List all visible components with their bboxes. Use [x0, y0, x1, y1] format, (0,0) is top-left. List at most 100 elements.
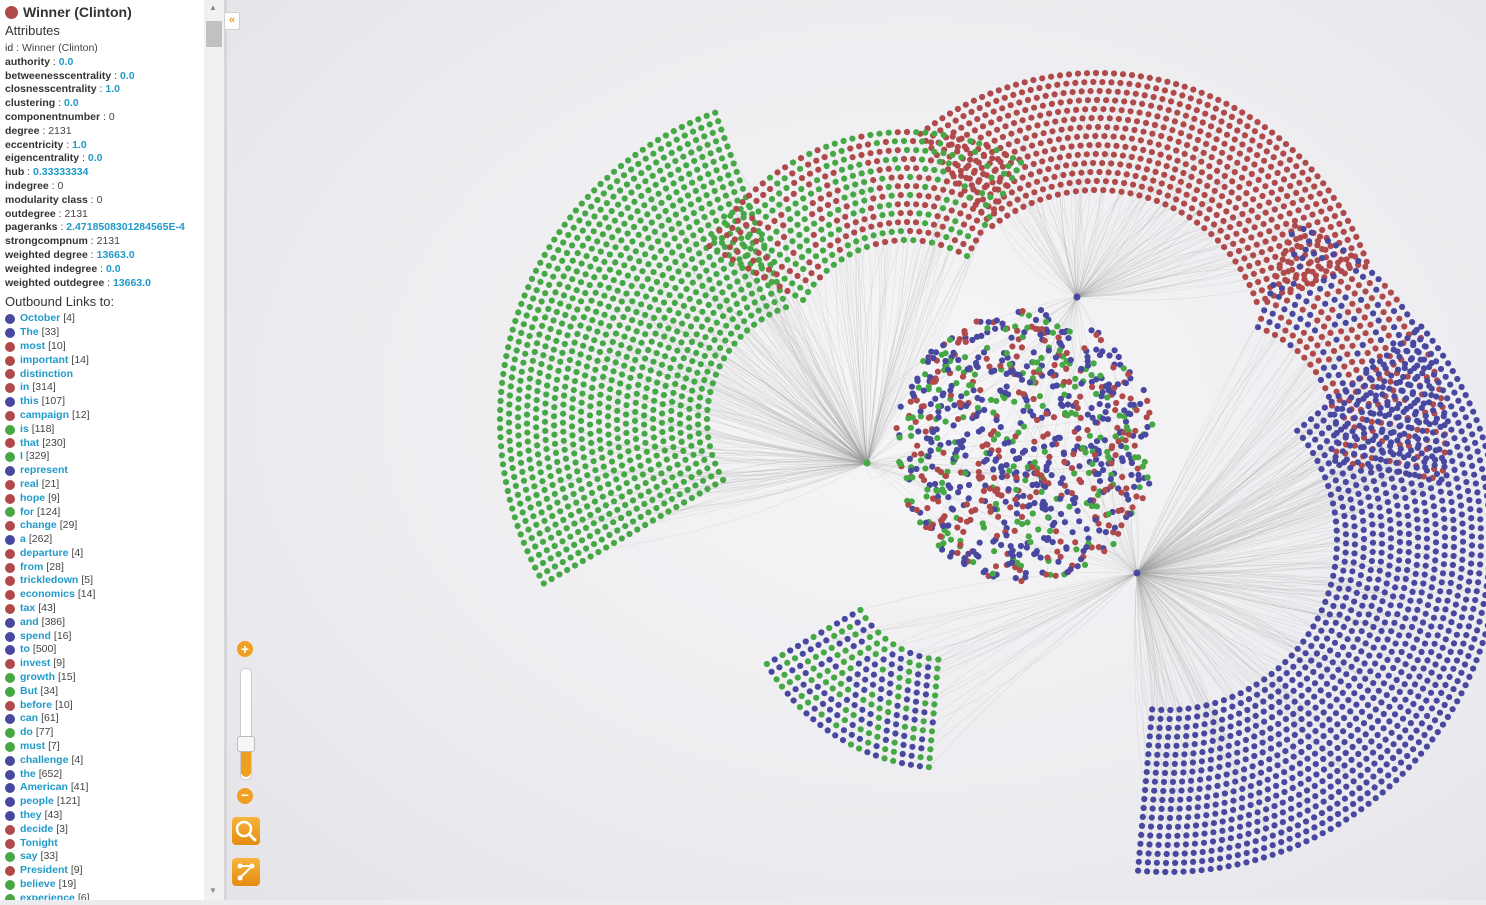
outbound-link-word[interactable]: say: [20, 850, 38, 864]
graph-node[interactable]: [1230, 807, 1236, 813]
graph-node[interactable]: [1354, 334, 1360, 340]
graph-node[interactable]: [1219, 736, 1225, 742]
graph-node[interactable]: [1305, 176, 1311, 182]
graph-node[interactable]: [1459, 614, 1465, 620]
graph-node[interactable]: [1019, 89, 1025, 95]
graph-node[interactable]: [524, 412, 530, 418]
graph-node[interactable]: [628, 166, 634, 172]
graph-node[interactable]: [1321, 365, 1327, 371]
graph-node[interactable]: [551, 413, 557, 419]
graph-node[interactable]: [653, 159, 659, 165]
graph-node[interactable]: [1319, 820, 1325, 826]
graph-node[interactable]: [763, 303, 769, 309]
graph-node[interactable]: [515, 309, 521, 315]
graph-node[interactable]: [712, 188, 718, 194]
graph-node[interactable]: [562, 222, 568, 228]
graph-node[interactable]: [1327, 647, 1333, 653]
graph-node[interactable]: [1173, 743, 1179, 749]
graph-node[interactable]: [556, 571, 562, 577]
graph-node[interactable]: [1389, 359, 1395, 365]
graph-node[interactable]: [783, 196, 789, 202]
graph-node[interactable]: [1423, 554, 1429, 560]
graph-node[interactable]: [1375, 302, 1381, 308]
graph-node[interactable]: [1179, 92, 1185, 98]
graph-node[interactable]: [867, 150, 873, 156]
graph-node[interactable]: [1444, 657, 1450, 663]
graph-node[interactable]: [1447, 490, 1453, 496]
graph-node[interactable]: [717, 176, 723, 182]
outbound-link-item[interactable]: departure[4]: [0, 547, 204, 561]
graph-node[interactable]: [1038, 140, 1044, 146]
graph-node[interactable]: [868, 701, 874, 707]
graph-node[interactable]: [1314, 715, 1320, 721]
graph-node[interactable]: [536, 501, 542, 507]
graph-node[interactable]: [1415, 544, 1421, 550]
graph-node[interactable]: [1292, 302, 1298, 308]
graph-node[interactable]: [1432, 462, 1438, 468]
graph-node[interactable]: [1238, 700, 1244, 706]
graph-node[interactable]: [858, 726, 864, 732]
graph-node[interactable]: [869, 692, 875, 698]
graph-node[interactable]: [551, 404, 557, 410]
graph-node[interactable]: [553, 386, 559, 392]
graph-node[interactable]: [1287, 836, 1293, 842]
graph-node[interactable]: [1229, 178, 1235, 184]
graph-node[interactable]: [1103, 178, 1109, 184]
graph-node[interactable]: [1339, 344, 1345, 350]
graph-node[interactable]: [681, 499, 687, 505]
graph-node[interactable]: [1199, 758, 1205, 764]
graph-node[interactable]: [635, 184, 641, 190]
graph-node[interactable]: [1328, 446, 1334, 452]
graph-node[interactable]: [649, 339, 655, 345]
graph-node[interactable]: [892, 730, 898, 736]
graph-node[interactable]: [1350, 744, 1356, 750]
graph-node[interactable]: [1424, 536, 1430, 542]
graph-node[interactable]: [1219, 717, 1225, 723]
graph-node[interactable]: [648, 367, 654, 373]
graph-node[interactable]: [1341, 400, 1347, 406]
graph-node[interactable]: [1367, 390, 1373, 396]
graph-node[interactable]: [1358, 444, 1364, 450]
graph-node[interactable]: [1111, 70, 1117, 76]
graph-node[interactable]: [1374, 615, 1380, 621]
graph-node[interactable]: [526, 385, 532, 391]
graph-node[interactable]: [886, 184, 892, 190]
graph-node[interactable]: [981, 152, 987, 158]
graph-node[interactable]: [935, 657, 941, 663]
graph-node[interactable]: [731, 189, 737, 195]
graph-node[interactable]: [1183, 832, 1189, 838]
graph-node[interactable]: [1230, 214, 1236, 220]
outbound-link-item[interactable]: to[500]: [0, 643, 204, 657]
graph-node[interactable]: [1330, 573, 1336, 579]
graph-node[interactable]: [1385, 301, 1391, 307]
graph-node[interactable]: [497, 434, 503, 440]
graph-node[interactable]: [1266, 139, 1272, 145]
graph-node[interactable]: [1149, 131, 1155, 137]
graph-node[interactable]: [578, 418, 584, 424]
graph-node[interactable]: [719, 289, 725, 295]
graph-node[interactable]: [1280, 257, 1286, 263]
graph-node[interactable]: [559, 538, 565, 544]
graph-node[interactable]: [1424, 378, 1430, 384]
graph-node[interactable]: [1058, 182, 1064, 188]
graph-node[interactable]: [1301, 355, 1307, 361]
graph-node[interactable]: [1261, 221, 1267, 227]
graph-node[interactable]: [1020, 204, 1026, 210]
graph-node[interactable]: [1363, 370, 1369, 376]
graph-node[interactable]: [1417, 598, 1423, 604]
graph-node[interactable]: [1211, 221, 1217, 227]
graph-node[interactable]: [1279, 231, 1285, 237]
graph-node[interactable]: [524, 548, 530, 554]
graph-node[interactable]: [641, 412, 647, 418]
graph-node[interactable]: [1220, 818, 1226, 824]
graph-node[interactable]: [1321, 417, 1327, 423]
graph-node[interactable]: [497, 416, 503, 422]
graph-node[interactable]: [557, 508, 563, 514]
graph-node[interactable]: [904, 696, 910, 702]
graph-node[interactable]: [1194, 107, 1200, 113]
graph-node[interactable]: [542, 252, 548, 258]
graph-node[interactable]: [582, 372, 588, 378]
graph-node[interactable]: [1215, 97, 1221, 103]
graph-node[interactable]: [635, 382, 641, 388]
graph-node[interactable]: [581, 454, 587, 460]
